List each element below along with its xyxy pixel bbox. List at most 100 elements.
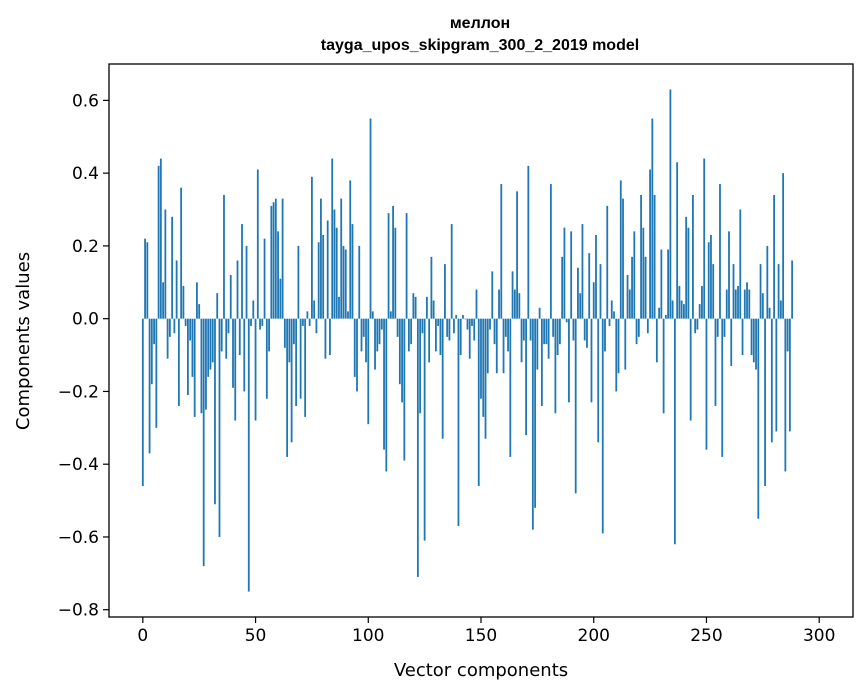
- y-tick-label: 0.4: [72, 164, 99, 184]
- bar: [141, 318, 144, 487]
- bar: [270, 205, 273, 319]
- bar: [277, 231, 279, 319]
- bar: [279, 278, 282, 319]
- bar: [360, 318, 363, 352]
- bar: [741, 318, 744, 356]
- bar: [703, 158, 706, 319]
- bar: [583, 318, 586, 341]
- bar: [241, 224, 243, 319]
- bar: [425, 296, 428, 319]
- bar: [387, 213, 390, 319]
- bar: [317, 242, 320, 319]
- bar: [464, 318, 467, 320]
- bar: [581, 224, 584, 319]
- bar: [655, 318, 658, 363]
- bar: [405, 213, 408, 319]
- bar: [642, 227, 645, 319]
- bar: [701, 285, 703, 319]
- bar: [579, 293, 582, 319]
- bar: [171, 216, 174, 319]
- bar: [673, 318, 676, 545]
- bar: [590, 318, 593, 403]
- bar: [678, 285, 681, 319]
- bar: [196, 282, 198, 319]
- bar: [743, 289, 746, 319]
- bar: [144, 238, 146, 319]
- bar: [746, 282, 748, 319]
- bar: [410, 318, 413, 345]
- bar: [187, 318, 189, 396]
- bar: [205, 318, 207, 410]
- bar: [662, 318, 665, 414]
- bar: [597, 318, 600, 443]
- bar: [714, 318, 717, 406]
- bar: [223, 194, 225, 319]
- y-tick-label: −0.4: [58, 455, 99, 475]
- bar: [538, 307, 541, 319]
- bar: [493, 318, 496, 345]
- bar: [610, 300, 613, 319]
- bar: [236, 260, 239, 319]
- bar: [531, 318, 534, 530]
- bar: [394, 227, 397, 319]
- bar: [556, 318, 559, 356]
- bar: [439, 318, 442, 356]
- bar: [254, 318, 257, 421]
- bar: [252, 300, 255, 319]
- bar: [162, 282, 165, 319]
- bar: [734, 289, 737, 319]
- bar: [292, 318, 295, 345]
- bar: [367, 318, 370, 425]
- bar: [554, 318, 557, 414]
- bar: [247, 318, 250, 592]
- bar: [263, 238, 266, 319]
- bar: [250, 318, 252, 326]
- bar: [547, 318, 550, 359]
- bar: [552, 318, 555, 337]
- bar: [150, 318, 153, 385]
- bar: [502, 318, 505, 374]
- bar: [471, 318, 473, 326]
- bar: [358, 245, 361, 319]
- bar: [660, 249, 663, 319]
- bar: [349, 180, 352, 319]
- bar: [549, 184, 552, 319]
- bar: [752, 318, 755, 363]
- bar: [628, 289, 631, 319]
- bar: [516, 191, 518, 319]
- bar: [398, 318, 401, 385]
- x-tick-label: 150: [465, 626, 497, 646]
- bar: [435, 318, 437, 352]
- bar: [477, 318, 480, 487]
- bar: [473, 318, 476, 341]
- bar: [200, 318, 203, 414]
- bar: [534, 318, 537, 508]
- bar: [586, 318, 588, 348]
- bar: [507, 318, 509, 352]
- bar: [692, 194, 694, 319]
- bar: [498, 289, 500, 319]
- bar: [644, 256, 647, 319]
- bar: [441, 318, 444, 439]
- bar: [320, 198, 322, 319]
- bar: [306, 311, 309, 319]
- bar: [184, 318, 187, 326]
- bar: [216, 293, 219, 319]
- bar: [378, 318, 381, 345]
- bar: [401, 318, 403, 403]
- bar: [168, 318, 171, 337]
- bar: [238, 318, 241, 356]
- bar: [256, 169, 259, 319]
- x-tick-label: 250: [690, 626, 722, 646]
- bar: [631, 256, 633, 319]
- bar: [522, 318, 525, 341]
- bar: [513, 289, 516, 319]
- bar: [606, 205, 609, 319]
- bar: [259, 318, 261, 330]
- bar: [329, 318, 331, 356]
- bar: [770, 318, 773, 443]
- bar: [624, 318, 627, 370]
- bar: [419, 318, 422, 414]
- bar: [392, 205, 394, 319]
